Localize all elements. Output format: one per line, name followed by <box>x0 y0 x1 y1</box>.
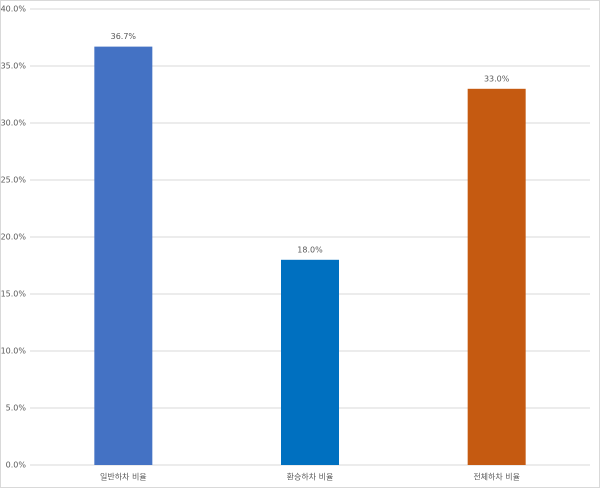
y-tick-label: 35.0% <box>1 62 27 71</box>
x-tick-label: 전체하차 비율 <box>473 472 520 482</box>
y-tick-label: 15.0% <box>1 290 27 299</box>
x-tick-label: 일반하차 비율 <box>100 472 147 482</box>
y-tick-label: 40.0% <box>1 5 27 14</box>
y-tick-label: 20.0% <box>1 233 27 242</box>
y-tick-label: 10.0% <box>1 347 27 356</box>
bar <box>467 88 526 466</box>
x-tick-label: 환승하차 비율 <box>287 472 334 482</box>
y-tick-label: 30.0% <box>1 119 27 128</box>
data-label: 36.7% <box>111 32 137 41</box>
y-tick-label: 5.0% <box>6 404 27 413</box>
bar <box>281 259 339 465</box>
data-label: 33.0% <box>484 74 510 83</box>
y-tick-label: 0.0% <box>6 461 27 470</box>
y-tick-label: 25.0% <box>1 176 27 185</box>
bar <box>94 46 153 466</box>
data-label: 18.0% <box>297 245 323 254</box>
